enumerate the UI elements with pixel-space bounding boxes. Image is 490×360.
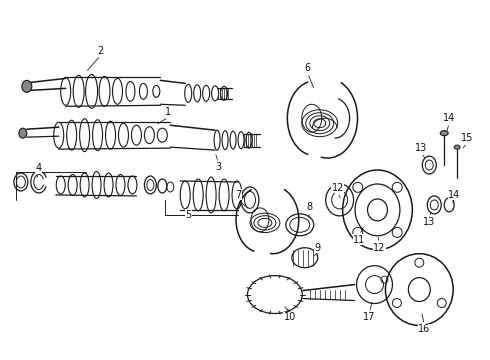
Text: 7: 7	[235, 190, 241, 200]
Text: 10: 10	[284, 312, 296, 323]
Ellipse shape	[454, 145, 460, 149]
Text: 6: 6	[305, 63, 311, 73]
Text: 12: 12	[373, 243, 386, 253]
Text: 14: 14	[443, 113, 455, 123]
Text: 15: 15	[461, 133, 473, 143]
Text: 13: 13	[423, 217, 436, 227]
Text: 11: 11	[353, 235, 366, 245]
Ellipse shape	[22, 80, 32, 92]
Text: 17: 17	[363, 312, 376, 323]
Text: 13: 13	[415, 143, 427, 153]
Ellipse shape	[440, 131, 448, 136]
Text: 2: 2	[98, 45, 104, 55]
Text: 4: 4	[36, 163, 42, 173]
Text: 1: 1	[165, 107, 172, 117]
Text: 8: 8	[307, 202, 313, 212]
Text: 12: 12	[331, 183, 344, 193]
Text: 16: 16	[418, 324, 430, 334]
Text: 9: 9	[315, 243, 321, 253]
Text: 3: 3	[215, 162, 221, 172]
Text: 14: 14	[448, 190, 460, 200]
Ellipse shape	[19, 128, 27, 138]
Text: 5: 5	[185, 210, 191, 220]
